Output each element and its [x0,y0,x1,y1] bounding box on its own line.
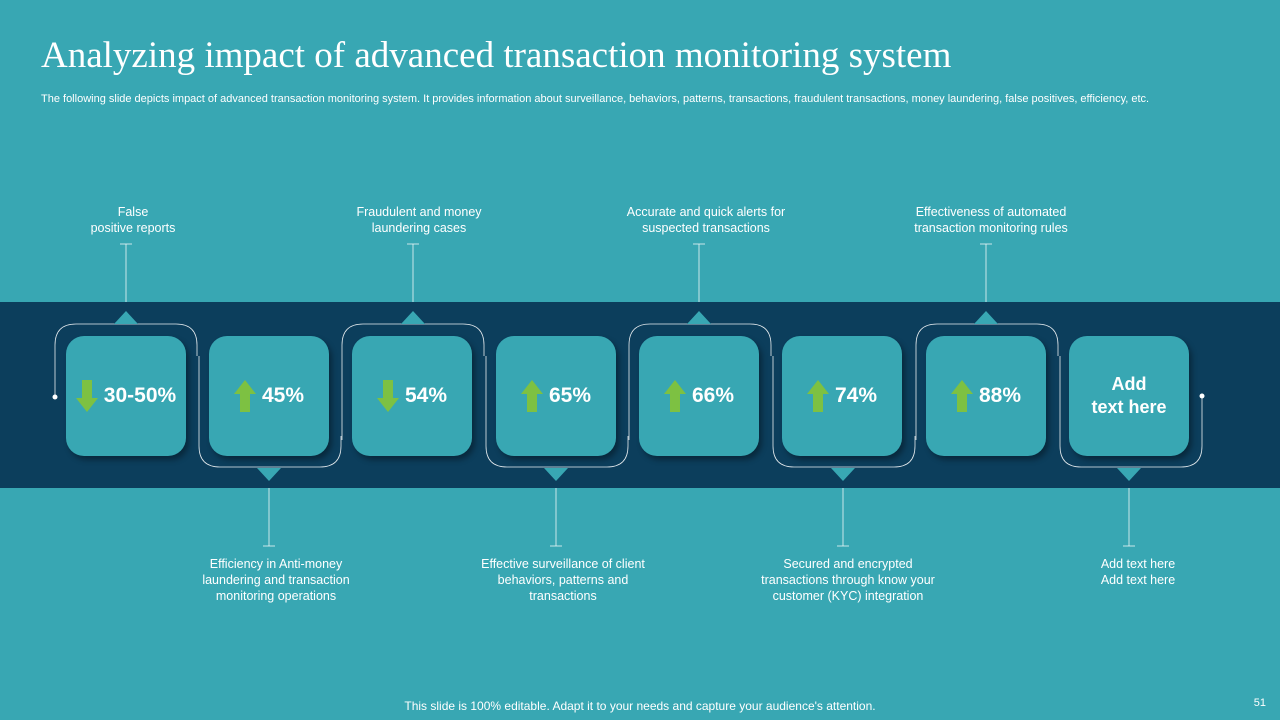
bottom-label-4: Add text here Add text here [1100,557,1176,587]
up-arrow-icon [806,380,829,412]
page-number: 51 [1253,697,1266,709]
down-arrow-icon [376,380,399,412]
footer-note: This slide is 100% editable. Adapt it to… [404,699,876,713]
up-arrow-icon [233,380,256,412]
metric-value: 88% [978,384,1022,407]
metric-box-1: 30-50% [66,336,186,456]
top-label-3: Accurate and quick alerts for suspected t… [626,205,786,235]
metric-box-7: 88% [926,336,1046,456]
bracket-bottom-2 [485,356,629,468]
up-arrow-icon [520,380,543,412]
metric-box-2: 45% [209,336,329,456]
metric-value: 65% [548,384,592,407]
up-arrow-icon [663,380,686,412]
top-label-4: Effectiveness of automated transaction mo… [914,205,1068,235]
start-dot [52,394,58,400]
slide-subtitle: The following slide depicts impact of ad… [41,93,1150,105]
metric-box-6: 74% [782,336,902,456]
metric-value: 45% [261,384,305,407]
slide-title: Analyzing impact of advanced transaction… [41,35,952,76]
bracket-bottom-1 [198,356,342,468]
metric-value: 66% [691,384,735,407]
bottom-label-3: Secured and encrypted transactions throug… [761,557,935,603]
bracket-bottom-3 [772,356,916,468]
add-text-placeholder: Add text here [1091,374,1167,417]
bottom-label-1: Efficiency in Anti-money laundering and t… [202,557,350,603]
top-label-2: Fraudulent and money laundering cases [356,205,482,235]
down-arrow-icon [75,380,98,412]
metric-value: 74% [834,384,878,407]
bottom-label-2: Effective surveillance of client behavior… [481,557,645,603]
up-arrow-icon [950,380,973,412]
end-dot [1199,393,1205,399]
top-label-1: False positive reports [90,205,176,235]
metric-box-5: 66% [639,336,759,456]
metric-box-4: 65% [496,336,616,456]
metric-box-3: 54% [352,336,472,456]
metric-value: 54% [404,384,448,407]
bracket-bottom-4 [1059,356,1203,468]
metric-box-8: Add text here [1069,336,1189,456]
metric-value: 30-50% [103,384,177,407]
